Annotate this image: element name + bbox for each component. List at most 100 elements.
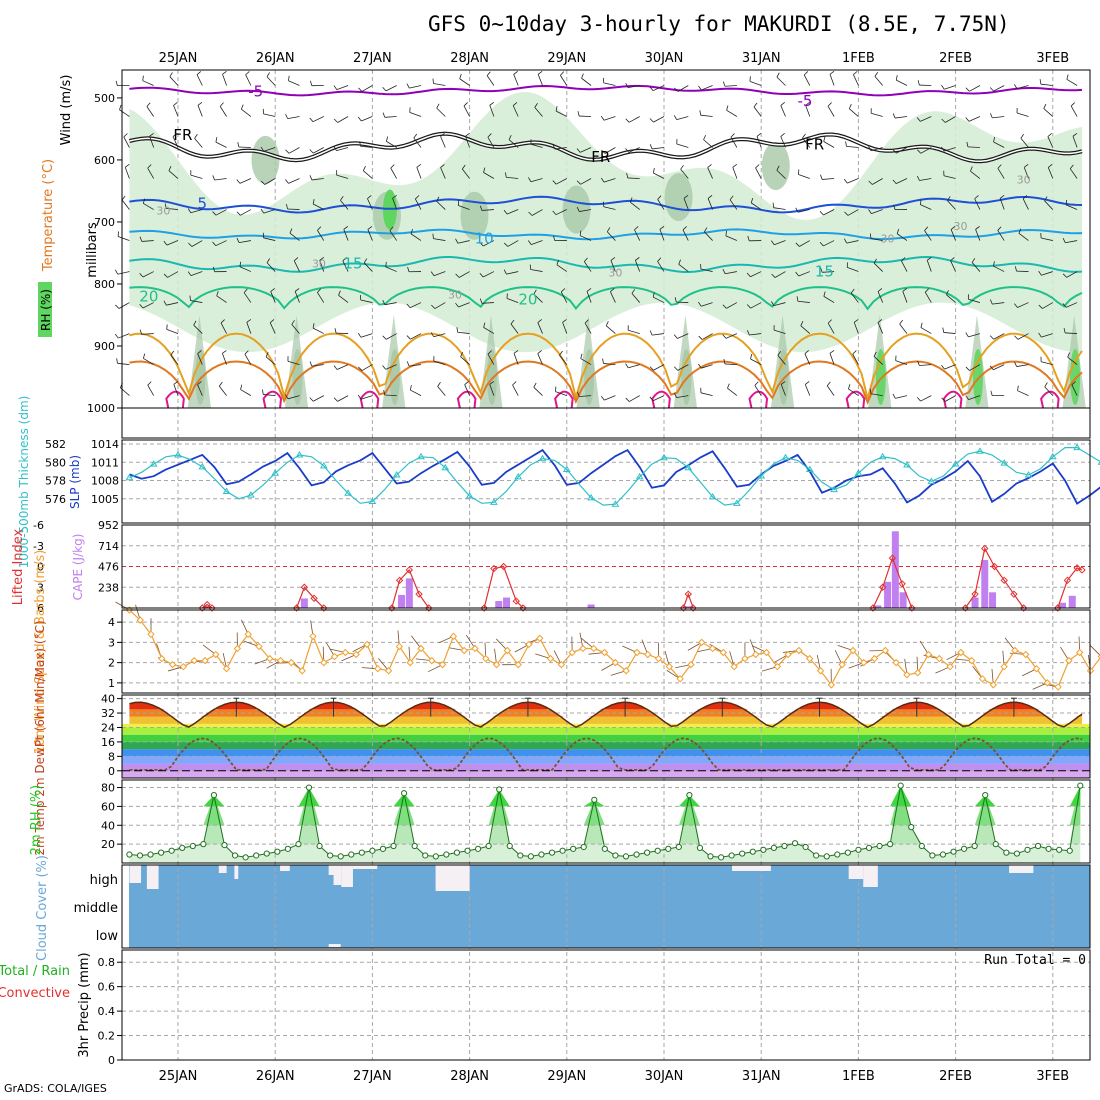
wind-barb-flag: [142, 198, 146, 204]
wind-barb-flag: [212, 241, 217, 246]
wind-barb: [143, 203, 154, 210]
thickness-marker: [562, 465, 571, 473]
wind10-marker: [158, 654, 166, 663]
wind-barb-flag: [309, 149, 314, 154]
wind-barb: [1071, 384, 1078, 396]
wind-barb-flag: [1069, 164, 1074, 169]
wind-barb: [319, 260, 325, 272]
wind-barb: [1017, 390, 1029, 396]
wind-barb: [457, 240, 470, 244]
wind-barb-flag: [552, 210, 557, 215]
rh2m-marker: [865, 844, 873, 852]
wind-barb-flag: [173, 381, 179, 385]
wind-barb-flag: [285, 113, 289, 119]
wind-barb-flag: [116, 358, 118, 364]
wind-barb: [604, 395, 616, 401]
wind-barb: [243, 292, 252, 303]
wind10-marker: [806, 654, 814, 663]
rh-axis-label: RH (%): [39, 289, 53, 331]
wind-barb: [944, 395, 956, 402]
rh2m-marker: [157, 849, 165, 856]
wind-barb-flag: [780, 133, 785, 137]
lifted-index-tick-label: 3: [37, 581, 44, 594]
wind-barb: [342, 260, 349, 272]
wind-barb-flag: [853, 71, 858, 75]
wind10-marker: [1065, 656, 1073, 665]
wind10-marker: [968, 656, 976, 665]
wind-barb: [967, 146, 980, 148]
lifted-index-marker: [1063, 576, 1072, 585]
wind-barb: [167, 271, 179, 278]
cloud-gap: [435, 865, 470, 891]
wind-barb-flag: [487, 350, 492, 355]
rh2m-marker: [210, 791, 218, 799]
wind-barb: [919, 364, 932, 366]
top-date-label: 3FEB: [1036, 51, 1069, 66]
wind-barb: [901, 260, 908, 272]
wind-barb: [214, 178, 227, 181]
thickness-marker: [611, 500, 620, 507]
wind-barb-flag: [625, 363, 629, 369]
wind-barb: [410, 233, 422, 241]
wind10-marker: [309, 632, 317, 641]
wind10-marker: [557, 660, 566, 669]
wind-barb: [436, 200, 446, 210]
wind10-marker: [773, 662, 782, 671]
wind10-marker: [266, 654, 274, 663]
wind-barb-flag: [363, 258, 368, 264]
wind-barb: [537, 74, 543, 86]
wind-barb: [992, 302, 1005, 305]
wind-barb: [1040, 83, 1053, 86]
wind-barb-flag: [409, 385, 412, 391]
rh2m-marker: [147, 851, 154, 858]
cape-bar: [300, 598, 308, 608]
thickness-marker: [781, 453, 790, 461]
rh2m-marker: [527, 853, 534, 860]
wind-barb-flag: [288, 75, 290, 81]
wind-barb: [386, 333, 397, 340]
wind-barb-flag: [795, 207, 799, 213]
wind-barb: [753, 106, 762, 117]
chart-title: GFS 0~10day 3-hourly for MAKURDI (8.5E, …: [428, 12, 1010, 36]
temp2m-axis-label: 2m Temp 2m DewPt (6hr Min/Max) (°C): [33, 620, 47, 855]
lifted-index-marker: [208, 604, 216, 612]
lifted-index-marker: [300, 583, 309, 591]
wind-barb: [610, 291, 616, 303]
precip-total-label: Total / Rain: [0, 964, 70, 979]
lifted-index-line: [682, 592, 694, 609]
isotherm-25: [129, 332, 1083, 402]
wind-barb-flag: [827, 102, 832, 107]
thickness-marker: [271, 469, 280, 476]
isotherm-35: [1040, 390, 1060, 409]
wind-barb: [142, 302, 154, 309]
wind-barb: [776, 169, 786, 179]
wind-barb: [628, 329, 640, 334]
thickness-marker: [830, 485, 838, 493]
lifted-index-marker: [310, 594, 318, 603]
wind-barb-flag: [699, 110, 702, 116]
wind-barb-flag: [924, 288, 930, 293]
precip-tick-label: 0.2: [98, 1030, 116, 1043]
cloud-gap: [848, 865, 864, 879]
wind-barb: [537, 353, 543, 365]
wind-barb-flag: [919, 199, 922, 205]
wind-barb-flag: [310, 80, 313, 86]
cape-bar: [405, 578, 413, 608]
wind-barb: [780, 384, 786, 396]
wind10-marker: [546, 654, 555, 663]
wind-barb-flag: [114, 269, 119, 275]
rh2m-marker: [813, 852, 820, 859]
wind-barb-flag: [309, 361, 313, 367]
wind-barb: [749, 80, 762, 86]
precip-axis-label: 3hr Precip (mm): [77, 952, 92, 1057]
wind-barb: [556, 178, 567, 185]
wind-barb: [143, 358, 154, 365]
wind-barb-flag: [657, 195, 662, 200]
wind-barb-flag: [673, 115, 678, 120]
wind-barb: [337, 116, 349, 123]
wind-barb: [799, 240, 810, 247]
wind-barb: [463, 105, 470, 117]
wind-barb-flag: [649, 366, 654, 371]
wind-barb: [581, 77, 592, 86]
wind-barb: [798, 271, 810, 277]
